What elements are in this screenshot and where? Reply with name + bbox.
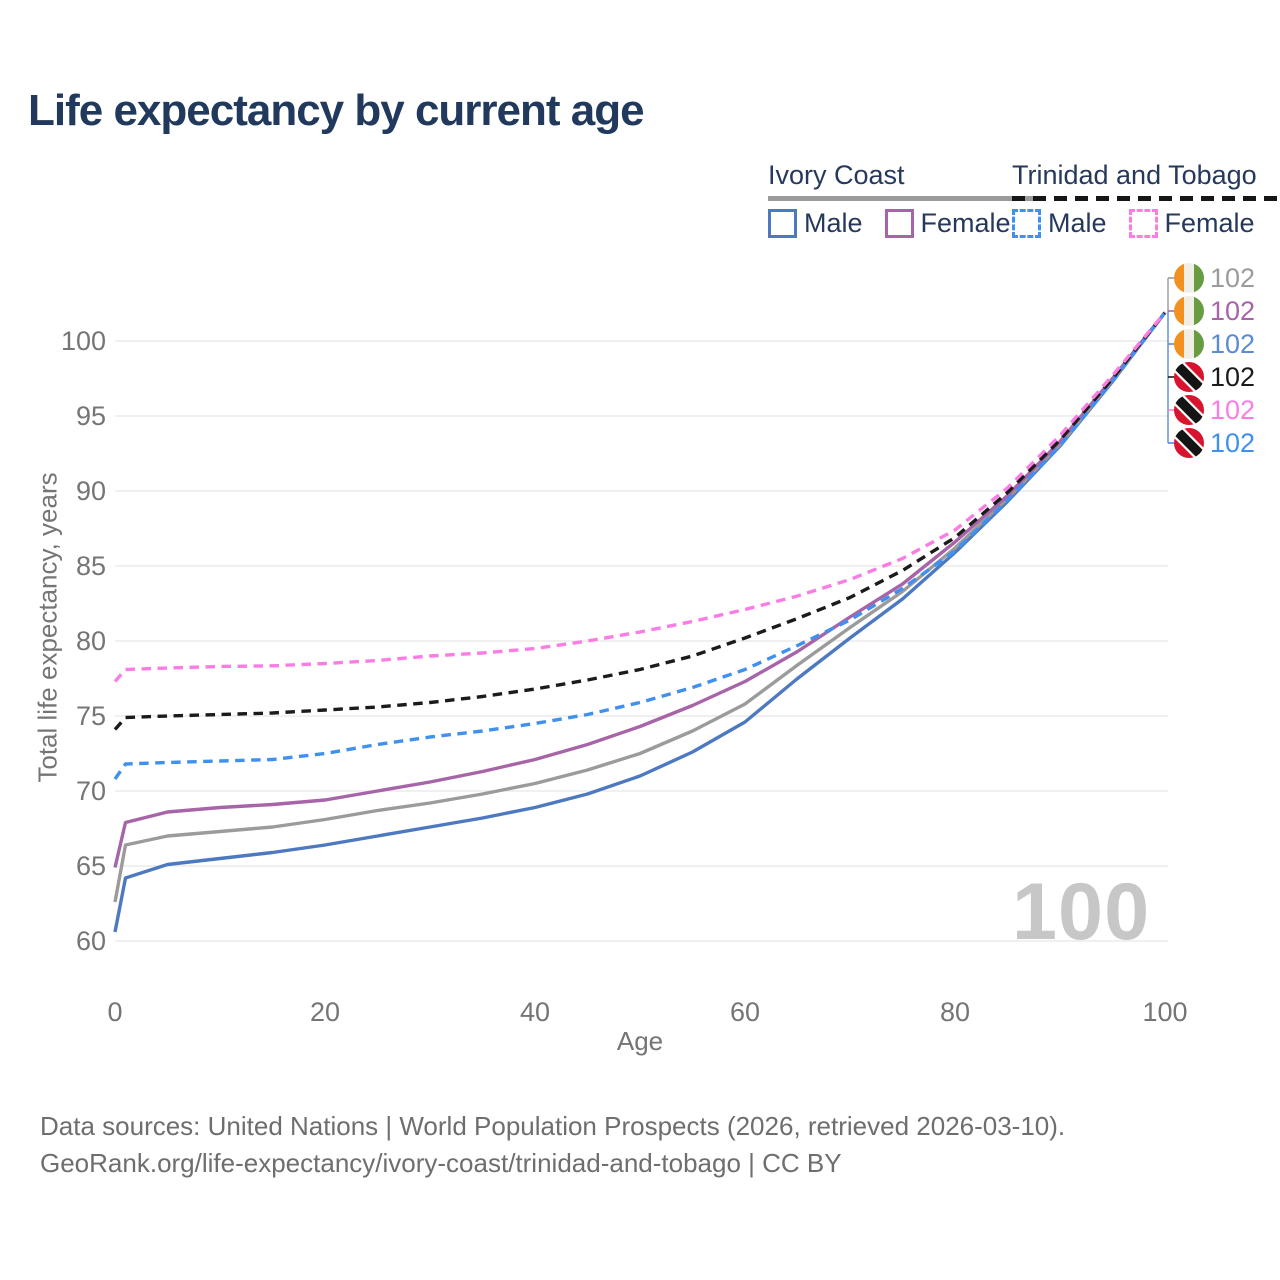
- legend-label: Female: [920, 208, 1011, 238]
- legend-item-trinidad-female[interactable]: Female: [1128, 208, 1255, 239]
- page-title: Life expectancy by current age: [28, 86, 645, 135]
- y-tick-label: 100: [61, 326, 106, 356]
- legend-label: Male: [1048, 208, 1107, 238]
- y-tick-label: 65: [76, 851, 106, 881]
- footer-url[interactable]: GeoRank.org/life-expectancy/ivory-coast/…: [40, 1148, 842, 1178]
- end-value: 102: [1210, 262, 1256, 293]
- y-axis-title: Total life expectancy, years: [32, 472, 63, 783]
- series-line-trinidad-and-tobago-female: [113, 311, 1167, 683]
- end-label-trinidad-female[interactable]: 102: [1174, 394, 1274, 426]
- legend-group-trinidad-and-tobago: Trinidad and Tobago Male Female: [1012, 160, 1277, 239]
- legend-item-ivory-coast-male[interactable]: Male: [768, 208, 863, 239]
- trinidad-female-swatch-icon: [1128, 209, 1158, 238]
- x-tick-labels: 0 20 40 60 80 100: [107, 997, 1187, 1027]
- y-tick-label: 85: [76, 551, 106, 581]
- legend-item-ivory-coast-female[interactable]: Female: [884, 208, 1011, 239]
- series-lines: [113, 311, 1167, 933]
- end-label-ivory-coast-female[interactable]: 102: [1174, 295, 1274, 327]
- y-tick-label: 90: [76, 476, 106, 506]
- end-label-ivory-coast-all[interactable]: 102: [1174, 262, 1274, 294]
- x-tick-label: 100: [1142, 997, 1187, 1027]
- series-line-ivory-coast-all: [113, 311, 1167, 903]
- trinidad-and-tobago-line-swatch: [1012, 196, 1277, 201]
- end-value: 102: [1210, 361, 1256, 392]
- ivory-coast-female-swatch-icon: [884, 209, 914, 238]
- end-label-trinidad-all[interactable]: 102: [1174, 361, 1274, 393]
- x-tick-label: 40: [520, 997, 550, 1027]
- x-tick-label: 60: [730, 997, 760, 1027]
- ivory-coast-flag-icon: [1174, 296, 1204, 326]
- ivory-coast-line-swatch: [768, 196, 1033, 201]
- ivory-coast-male-swatch-icon: [768, 209, 797, 238]
- x-tick-label: 80: [940, 997, 970, 1027]
- x-tick-label: 0: [107, 997, 122, 1027]
- trinidad-and-tobago-flag-icon: [1174, 395, 1204, 425]
- y-tick-label: 95: [76, 401, 106, 431]
- end-value: 102: [1210, 427, 1256, 458]
- gridlines: [115, 340, 1168, 942]
- y-tick-label: 80: [76, 626, 106, 656]
- footer-data-sources: Data sources: United Nations | World Pop…: [40, 1111, 1066, 1141]
- ivory-coast-flag-icon: [1174, 263, 1204, 293]
- end-value: 102: [1210, 295, 1256, 326]
- legend-item-trinidad-male[interactable]: Male: [1012, 208, 1107, 239]
- trinidad-male-swatch-icon: [1012, 209, 1041, 238]
- ivory-coast-flag-icon: [1174, 329, 1204, 359]
- footer: Data sources: United Nations | World Pop…: [40, 1108, 1065, 1182]
- end-label-trinidad-male[interactable]: 102: [1174, 427, 1274, 459]
- y-tick-label: 75: [76, 701, 106, 731]
- y-tick-labels: 60 65 70 75 80 85 90 95 100: [61, 326, 106, 956]
- legend-label: Female: [1164, 208, 1255, 238]
- trinidad-and-tobago-flag-icon: [1174, 428, 1204, 458]
- legend-title-ivory-coast[interactable]: Ivory Coast: [768, 160, 905, 190]
- legend-group-ivory-coast: Ivory Coast Male Female: [768, 160, 1033, 239]
- series-line-trinidad-and-tobago-male: [113, 311, 1167, 780]
- series-line-trinidad-and-tobago-all: [113, 311, 1167, 731]
- legend-title-trinidad-and-tobago[interactable]: Trinidad and Tobago: [1012, 160, 1257, 190]
- trinidad-and-tobago-flag-icon: [1174, 362, 1204, 392]
- end-value: 102: [1210, 394, 1256, 425]
- series-line-ivory-coast-male: [113, 311, 1167, 933]
- legend-label: Male: [804, 208, 863, 238]
- end-label-ivory-coast-male[interactable]: 102: [1174, 328, 1274, 360]
- watermark-age: 100: [1012, 867, 1151, 957]
- series-line-ivory-coast-female: [113, 311, 1167, 868]
- y-tick-label: 60: [76, 926, 106, 956]
- x-axis-title: Age: [616, 1026, 664, 1056]
- x-tick-label: 20: [310, 997, 340, 1027]
- end-value: 102: [1210, 328, 1256, 359]
- y-tick-label: 70: [76, 776, 106, 806]
